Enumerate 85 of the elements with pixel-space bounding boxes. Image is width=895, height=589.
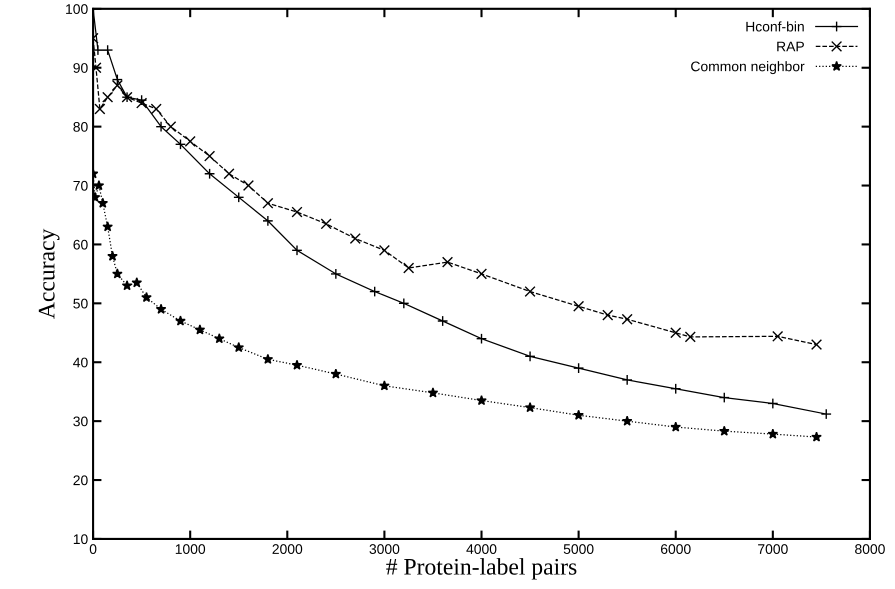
point (136, 98, 148, 109)
legend-label: RAP (777, 42, 804, 52)
point (102, 92, 114, 103)
point (262, 215, 274, 226)
point (214, 333, 225, 344)
point (97, 198, 108, 208)
x-tick-label: 8000 (855, 544, 885, 554)
point (107, 250, 118, 261)
point (156, 304, 166, 314)
point (292, 360, 302, 370)
point (437, 315, 448, 327)
point (810, 339, 822, 350)
point (112, 268, 123, 279)
point (670, 421, 682, 432)
x-tick-label: 3000 (369, 544, 400, 554)
point (622, 314, 633, 325)
x-tick-label: 0 (90, 544, 96, 554)
point (378, 244, 390, 256)
x-tick-label: 1000 (176, 544, 206, 554)
point (622, 374, 633, 386)
point (684, 331, 696, 342)
point (242, 180, 254, 192)
point (602, 310, 614, 321)
point (141, 292, 152, 302)
point (112, 74, 123, 86)
point (102, 221, 113, 232)
y-tick-label: 80 (73, 122, 88, 132)
y-tick-label: 20 (73, 475, 88, 486)
point (811, 431, 822, 442)
point (122, 280, 132, 290)
point (476, 268, 488, 280)
point (330, 368, 342, 379)
y-tick-label: 90 (73, 63, 88, 73)
point (204, 168, 216, 180)
point (330, 268, 342, 280)
point (194, 324, 206, 334)
y-axis-title: Accuracy (38, 228, 60, 319)
y-tick-label: 40 (73, 358, 88, 368)
x-axis-title: # Protein-label pairs (386, 558, 576, 580)
point (428, 387, 438, 398)
point (350, 232, 361, 244)
x-tick-label: 4000 (466, 544, 496, 554)
y-tick-label: 10 (74, 534, 88, 544)
point (573, 410, 584, 420)
point (524, 402, 536, 412)
y-tick-label: 30 (73, 416, 88, 426)
point (524, 286, 536, 298)
point (223, 168, 235, 180)
point (204, 150, 216, 162)
point (670, 327, 682, 338)
point (262, 198, 274, 209)
point (262, 354, 274, 364)
x-tick-label: 6000 (660, 544, 691, 554)
point (94, 103, 106, 115)
x-tick-label: 5000 (564, 544, 594, 554)
point (94, 180, 104, 190)
point (442, 256, 454, 268)
point (131, 277, 142, 288)
point (174, 138, 186, 150)
x-tick-label: 2000 (272, 544, 302, 554)
point (175, 315, 186, 326)
legend-label: Hconf-bin (746, 21, 804, 32)
point (573, 300, 584, 312)
point (112, 80, 123, 91)
point (233, 342, 244, 352)
point (165, 121, 176, 132)
point (772, 330, 784, 342)
point (379, 380, 390, 390)
y-tick-label: 70 (73, 180, 88, 191)
point (291, 244, 303, 256)
point (320, 218, 332, 230)
x-tick-label: 7000 (758, 544, 788, 554)
point (718, 426, 730, 436)
y-tick-label: 100 (66, 4, 88, 14)
point (291, 206, 303, 218)
point (622, 416, 632, 426)
point (398, 298, 410, 309)
point (768, 428, 778, 439)
legend-label: Common neighbor (691, 61, 804, 74)
point (403, 262, 414, 274)
point (150, 103, 162, 115)
y-tick-label: 50 (73, 298, 88, 309)
point (184, 136, 196, 147)
point (476, 394, 487, 406)
y-tick-label: 60 (73, 240, 88, 250)
